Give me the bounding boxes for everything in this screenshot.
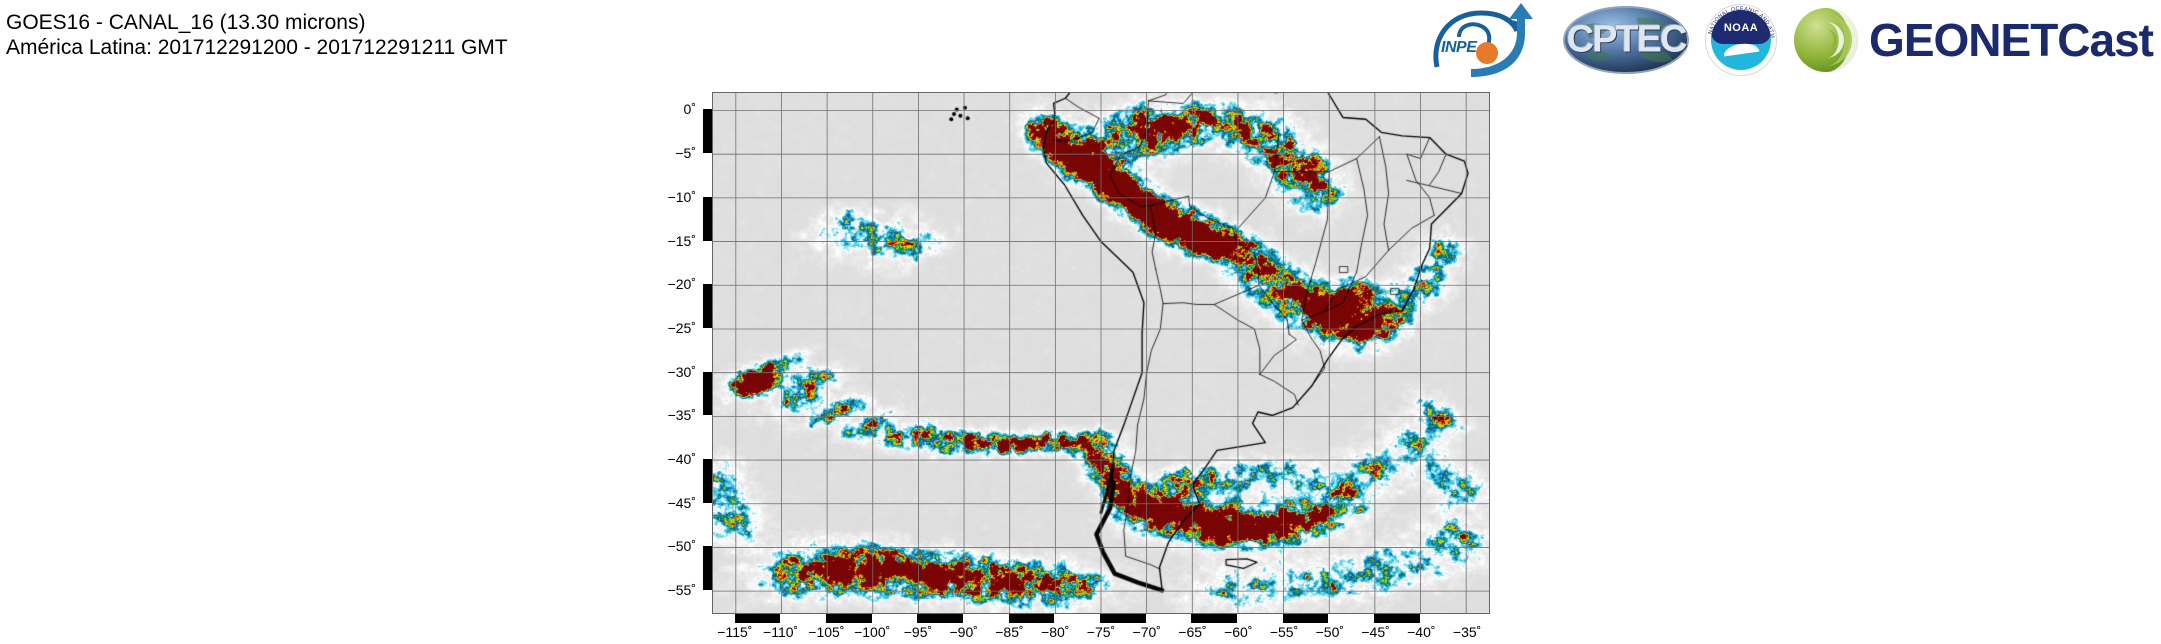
- noaa-logo-text: NOAA: [1723, 22, 1759, 34]
- x-axis-tick-label: −65˚: [1178, 624, 1207, 640]
- y-axis-tick-label: −20˚: [667, 276, 696, 293]
- axis-tick-band: [1008, 614, 1055, 623]
- x-axis-labels: −115˚ −110˚ −105˚ −100˚ −95˚ −90˚ −85˚ −80˚ −75˚…: [712, 624, 1490, 644]
- satellite-image-plot: [712, 92, 1490, 614]
- axis-tick-band: [917, 614, 964, 623]
- satellite-imagery-canvas: [713, 93, 1489, 613]
- y-axis-tick-label: −45˚: [667, 494, 696, 511]
- axis-tick-band: [734, 614, 781, 623]
- x-axis-tick-bar: [712, 614, 1490, 623]
- title-line-satellite-channel: GOES16 - CANAL_16 (13.30 microns): [6, 11, 366, 34]
- x-axis-tick-label: −95˚: [903, 624, 933, 640]
- x-axis-tick-label: −110˚: [763, 624, 799, 640]
- y-axis-tick-label: 0˚: [683, 101, 696, 118]
- x-axis-tick-label: −90˚: [949, 624, 978, 640]
- y-axis-tick-label: −5˚: [675, 145, 696, 162]
- axis-tick-band: [1373, 614, 1420, 623]
- x-axis-tick-label: −85˚: [995, 624, 1024, 640]
- x-axis-tick-label: −50˚: [1315, 624, 1345, 640]
- y-axis-tick-label: −10˚: [667, 188, 696, 205]
- x-axis-tick-label: −105˚: [808, 624, 845, 640]
- geonetcast-globe-icon: [1794, 8, 1859, 72]
- inpe-logo-text: INPE: [1441, 39, 1477, 56]
- cptec-logo: CPTEC: [1563, 4, 1690, 76]
- x-axis-tick-label: −70˚: [1132, 624, 1161, 640]
- logo-strip: INPE CPTEC: [1429, 0, 2154, 80]
- y-axis-tick-label: −25˚: [667, 319, 696, 336]
- axis-tick-band: [1191, 614, 1237, 623]
- y-axis-tick-label: −30˚: [667, 363, 696, 380]
- axis-tick-band: [703, 109, 712, 154]
- cptec-globe-icon: [1563, 6, 1690, 74]
- axis-tick-band: [826, 614, 872, 623]
- x-axis-tick-label: −45˚: [1361, 624, 1390, 640]
- inpe-logo-icon: [1433, 3, 1534, 77]
- y-axis-tick-label: −15˚: [667, 232, 696, 249]
- y-axis-tick-label: −55˚: [667, 582, 696, 599]
- x-axis-tick-label: −80˚: [1041, 624, 1070, 640]
- cptec-logo-text: CPTEC: [1566, 18, 1688, 61]
- axis-tick-band: [1100, 614, 1146, 623]
- y-axis-tick-bar: [703, 92, 712, 614]
- geonetcast-logo-text: GEONETCast: [1869, 14, 2154, 66]
- axis-tick-band: [703, 196, 712, 241]
- geonetcast-logo: GEONETCast: [1793, 3, 2154, 77]
- page-title: GOES16 - CANAL_16 (13.30 microns) Améric…: [6, 10, 508, 60]
- axis-tick-band: [703, 459, 712, 503]
- axis-tick-band: [703, 546, 712, 591]
- y-axis-tick-label: −40˚: [667, 451, 696, 468]
- axis-tick-band: [1282, 614, 1329, 623]
- x-axis-tick-label: −60˚: [1224, 624, 1253, 640]
- y-axis-labels: 0˚ −5˚ −10˚ −15˚ −20˚ −25˚ −30˚ −35˚ −40˚ −45˚ −50…: [630, 92, 696, 614]
- noaa-logo: NATIONAL OCEANIC AND ATMOSPHERIC ADMINIS…: [1705, 4, 1778, 76]
- x-axis-tick-label: −100˚: [854, 624, 891, 640]
- title-line-region-time: América Latina: 201712291200 - 201712291…: [6, 36, 508, 59]
- noaa-logo-emblem: NOAA: [1711, 10, 1772, 70]
- x-axis-tick-label: −40˚: [1407, 624, 1436, 640]
- y-axis-tick-label: −50˚: [667, 538, 696, 555]
- axis-tick-band: [703, 284, 712, 328]
- x-axis-tick-label: −35˚: [1452, 624, 1482, 640]
- x-axis-tick-label: −55˚: [1269, 624, 1299, 640]
- noaa-logo-sky: [1711, 10, 1772, 44]
- x-axis-tick-label: −75˚: [1086, 624, 1116, 640]
- x-axis-tick-label: −115˚: [717, 624, 753, 640]
- inpe-logo: INPE: [1429, 3, 1547, 77]
- axis-tick-band: [703, 371, 712, 416]
- y-axis-tick-label: −35˚: [667, 407, 696, 424]
